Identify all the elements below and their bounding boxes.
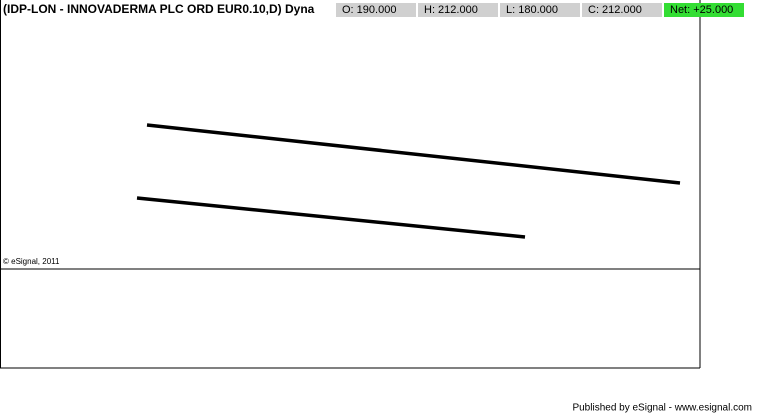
- footer: Published by eSignal - www.esignal.com: [572, 403, 752, 414]
- quote-high: H: 212.000: [424, 4, 478, 16]
- quote-open: O: 190.000: [342, 4, 396, 16]
- quote-box: [418, 3, 498, 17]
- trend-line: [136, 196, 526, 239]
- copyright: © eSignal, 2011: [3, 257, 60, 266]
- chart-title: (IDP-LON - INNOVADERMA PLC ORD EUR0.10,D…: [3, 2, 315, 16]
- quote-low: L: 180.000: [506, 4, 558, 16]
- quote-net: Net: +25.000: [670, 4, 733, 16]
- quote-box: [664, 3, 744, 17]
- quote-box: [336, 3, 416, 17]
- quote-close: C: 212.000: [588, 4, 642, 16]
- quote-box: [582, 3, 662, 17]
- trend-line: [146, 123, 681, 185]
- quote-box: [500, 3, 580, 17]
